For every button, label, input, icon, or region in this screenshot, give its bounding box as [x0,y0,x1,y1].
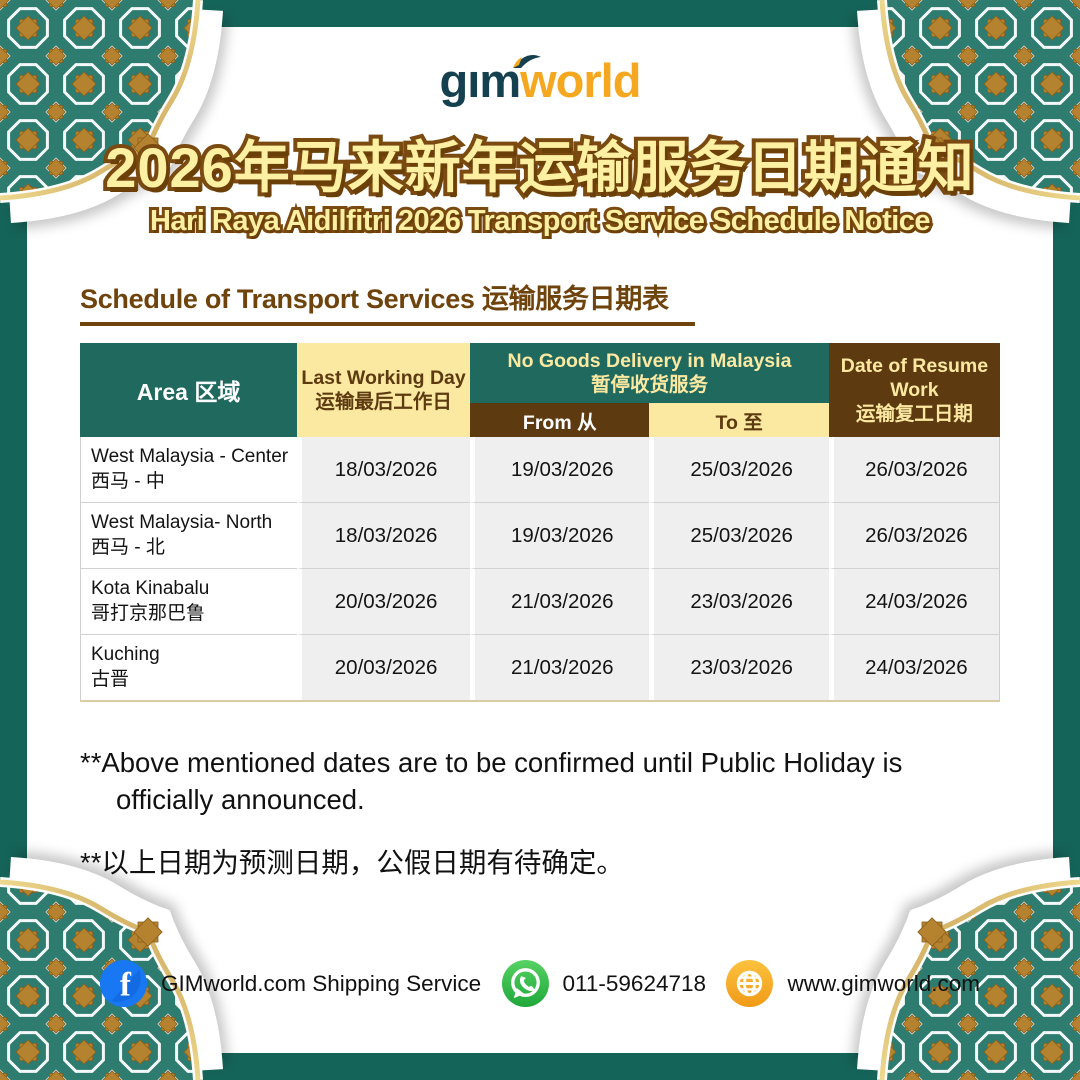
area-cell: West Malaysia - Center 西马 - 中 [80,437,298,503]
resume-date-cell: 24/03/2026 [828,634,1000,701]
logo-world-text: world [520,54,641,107]
last-working-day-cell: 20/03/2026 [297,568,471,635]
website-contact: www.gimworld.com [726,960,980,1007]
website-url: www.gimworld.com [787,970,980,996]
from-date-cell: 19/03/2026 [470,437,650,503]
contact-footer: f GIMworld.com Shipping Service 011-5962… [100,960,980,1007]
from-date-cell: 21/03/2026 [470,568,650,635]
whatsapp-number: 011-59624718 [562,970,707,996]
table-row: West Malaysia - Center 西马 - 中 18/03/2026… [80,437,1000,503]
whatsapp-contact: 011-59624718 [501,960,707,1007]
col-header-resume-work: Date of Resume Work 运输复工日期 [828,343,1000,438]
from-date-cell: 19/03/2026 [470,502,650,569]
last-working-day-cell: 20/03/2026 [297,634,471,701]
facebook-label: GIMworld.com Shipping Service [161,970,482,996]
footnote-en: **Above mentioned dates are to be confir… [80,747,903,816]
footnote-cn: **以上日期为预测日期，公假日期有待确定。 [80,847,624,879]
col-header-area: Area 区域 [80,343,298,438]
schedule-heading: Schedule of Transport Services 运输服务日期表 [80,277,695,327]
facebook-contact: f GIMworld.com Shipping Service [100,960,481,1007]
col-header-to: To 至 [649,403,829,438]
resume-date-cell: 26/03/2026 [828,502,1000,569]
area-cell: Kuching 古晋 [80,634,298,701]
area-cell: Kota Kinabalu 哥打京那巴鲁 [80,568,298,635]
whatsapp-icon [501,960,549,1007]
from-date-cell: 21/03/2026 [470,634,650,701]
to-date-cell: 25/03/2026 [649,437,829,503]
to-date-cell: 25/03/2026 [649,502,829,569]
table-row: West Malaysia- North 西马 - 北 18/03/2026 1… [80,502,1000,569]
notice-title-cn: 2026年马来新年运输服务日期通知 [101,133,978,202]
area-cell: West Malaysia- North 西马 - 北 [80,502,298,569]
logo-gim-text: gım [439,54,522,107]
schedule-table: Area 区域 Last Working Day 运输最后工作日 No Good… [80,343,1000,703]
to-date-cell: 23/03/2026 [649,634,829,701]
svg-text:f: f [120,966,132,1003]
last-working-day-cell: 18/03/2026 [297,437,471,503]
col-header-no-goods: No Goods Delivery in Malaysia 暂停收货服务 [470,343,829,404]
table-row: Kuching 古晋 20/03/2026 21/03/2026 23/03/2… [80,634,1000,701]
col-header-from: From 从 [470,403,650,438]
resume-date-cell: 24/03/2026 [828,568,1000,635]
col-header-last-working-day: Last Working Day 运输最后工作日 [297,343,471,438]
resume-date-cell: 26/03/2026 [828,437,1000,503]
to-date-cell: 23/03/2026 [649,568,829,635]
last-working-day-cell: 18/03/2026 [297,502,471,569]
footnotes: **Above mentioned dates are to be confir… [80,744,986,881]
facebook-icon: f [100,960,147,1007]
notice-title-en: Hari Raya Aidilfitri 2026 Transport Serv… [147,202,934,240]
table-row: Kota Kinabalu 哥打京那巴鲁 20/03/2026 21/03/20… [80,568,1000,635]
globe-icon [726,960,774,1007]
logo-swoosh-icon [513,55,542,68]
gimworld-logo: gım world [439,54,642,107]
